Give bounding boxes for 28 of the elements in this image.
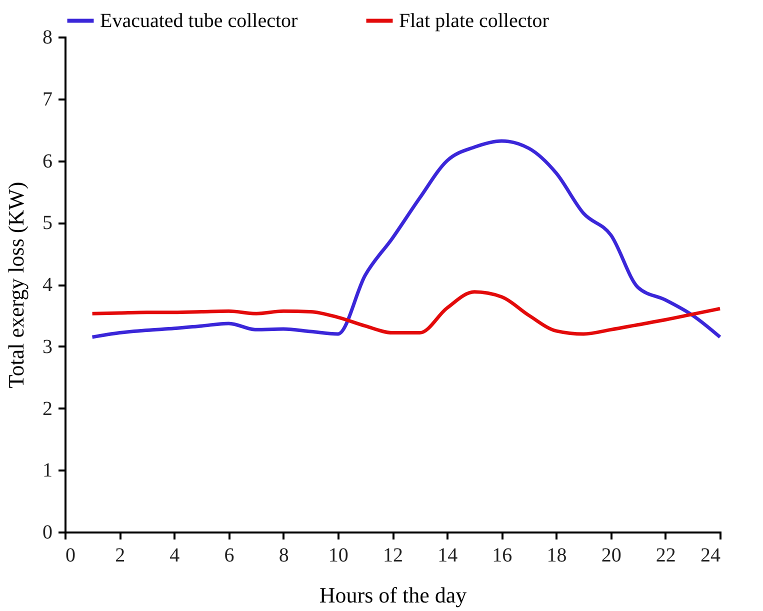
y-tick-label: 1 <box>42 460 52 482</box>
y-tick-label: 2 <box>42 398 52 420</box>
x-tick-label: 20 <box>601 544 622 566</box>
x-axis-title: Hours of the day <box>319 582 467 608</box>
y-tick-label: 0 <box>42 522 52 544</box>
x-tick-label: 22 <box>656 544 676 566</box>
x-tick-label: 24 <box>700 544 720 566</box>
y-tick-label: 8 <box>42 26 52 48</box>
y-tick-label: 5 <box>42 212 52 234</box>
y-tick-label: 7 <box>42 88 52 110</box>
legend-label: Flat plate collector <box>399 10 550 32</box>
y-axis-title: Total exergy loss (KW) <box>4 182 28 388</box>
x-tick-label: 6 <box>224 544 234 566</box>
line-series <box>90 139 722 339</box>
x-tick-label: 14 <box>438 544 458 566</box>
x-tick-label: 16 <box>492 544 512 566</box>
x-tick-label: 2 <box>115 544 126 566</box>
y-tick-label: 6 <box>42 150 52 172</box>
legend-label: Evacuated tube collector <box>100 10 298 32</box>
x-tick-label: 0 <box>66 544 76 566</box>
x-tick-label: 10 <box>328 544 348 566</box>
x-tick-label: 4 <box>170 544 180 566</box>
x-tick-label: 12 <box>383 544 403 566</box>
y-tick-label: 4 <box>42 274 52 296</box>
x-tick-label: 18 <box>546 544 567 566</box>
x-tick-label: 8 <box>278 544 289 566</box>
line-series <box>90 290 722 336</box>
y-tick-label: 3 <box>42 336 52 358</box>
